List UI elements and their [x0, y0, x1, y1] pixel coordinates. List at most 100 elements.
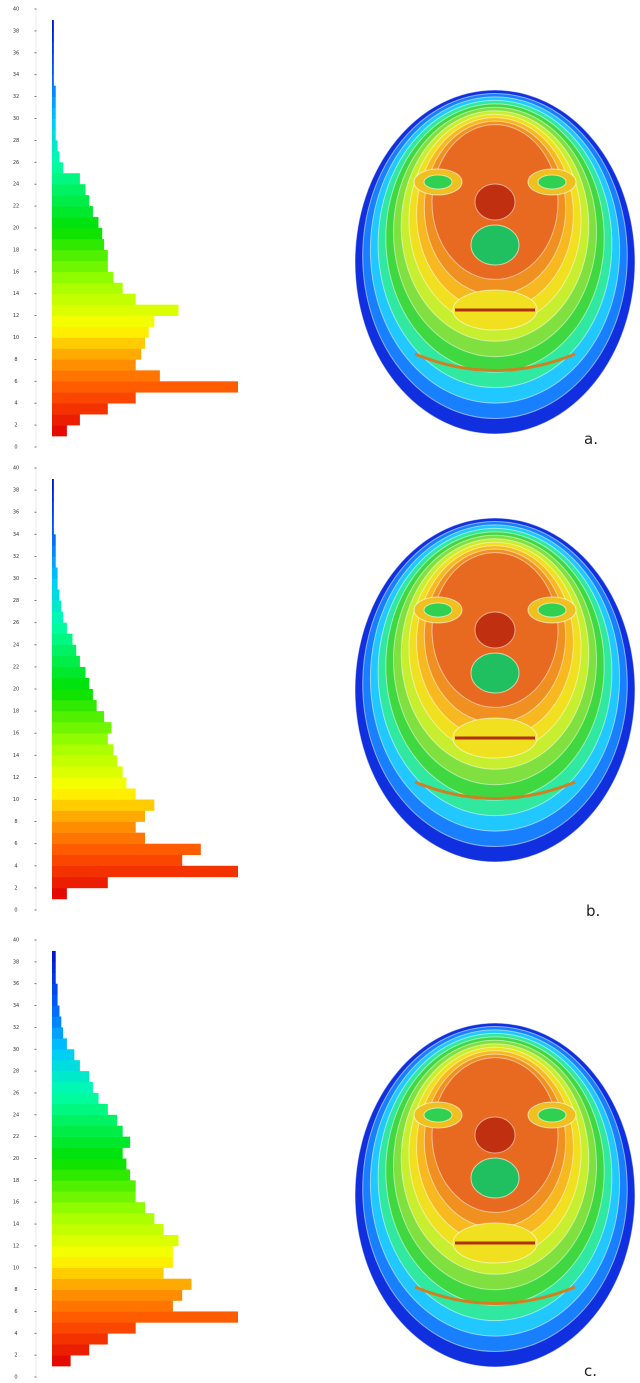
- histogram-bar: [52, 1082, 93, 1093]
- histogram-bar: [52, 1279, 192, 1290]
- histogram-bar: [52, 700, 97, 711]
- histogram-bar: [52, 1049, 74, 1060]
- histogram-bar: [52, 656, 80, 667]
- histogram-bar: [52, 403, 108, 414]
- y-tick-label: 8: [14, 819, 17, 825]
- histogram-bar: [52, 1301, 173, 1312]
- y-tick-label: 14: [13, 1222, 19, 1228]
- y-tick-label: 18: [13, 247, 19, 253]
- histogram-bar: [52, 217, 99, 228]
- histogram-bar: [52, 64, 54, 75]
- histogram-bar: [52, 822, 136, 833]
- y-tick-label: 6: [14, 1309, 17, 1315]
- histogram-bar: [52, 1115, 117, 1126]
- histogram-bar: [52, 1268, 164, 1279]
- y-tick-label: 2: [14, 1353, 17, 1359]
- histogram-bar: [52, 1257, 173, 1268]
- histogram-bar: [52, 261, 108, 272]
- histogram-bar: [52, 1344, 89, 1355]
- histogram-bar: [52, 1246, 173, 1257]
- histogram-bar: [52, 370, 160, 381]
- y-tick-label: 10: [13, 335, 19, 341]
- histogram-bar: [52, 1027, 63, 1038]
- y-tick-label: 4: [14, 863, 17, 869]
- histogram-bar: [52, 327, 149, 338]
- histogram-bar: [52, 1126, 123, 1137]
- y-tick-label: 32: [13, 94, 19, 100]
- y-tick-label: 24: [13, 182, 19, 188]
- eye: [538, 1108, 566, 1122]
- eye: [424, 175, 452, 189]
- y-tick-label: 20: [13, 687, 19, 693]
- y-tick-label: 34: [13, 1003, 19, 1009]
- histogram-bar: [52, 962, 56, 973]
- histogram-bar: [52, 556, 56, 567]
- y-tick-label: 26: [13, 620, 19, 626]
- histogram-bar: [52, 86, 56, 97]
- histogram-bar: [52, 108, 56, 119]
- histogram-bar: [52, 1093, 99, 1104]
- y-tick-label: 2: [14, 885, 17, 891]
- y-tick-label: 14: [13, 753, 19, 759]
- y-tick-label: 22: [13, 1134, 19, 1140]
- histogram-bar: [52, 184, 85, 195]
- y-tick-label: 16: [13, 731, 19, 737]
- y-tick-label: 6: [14, 841, 17, 847]
- histogram-bar: [52, 612, 63, 623]
- histogram-bar: [52, 512, 54, 523]
- histogram-bar: [52, 623, 67, 634]
- y-tick-label: 28: [13, 598, 19, 604]
- histogram-bar: [52, 579, 58, 590]
- histogram-bar: [52, 151, 59, 162]
- y-tick-label: 2: [14, 423, 17, 429]
- face-render: [355, 90, 635, 434]
- histogram-bar: [52, 316, 154, 327]
- y-tick-label: 16: [13, 1200, 19, 1206]
- histogram-bar: [52, 1148, 123, 1159]
- face-render: [355, 1023, 635, 1367]
- panel-caption: b.: [586, 902, 600, 920]
- y-tick-label: 32: [13, 1025, 19, 1031]
- y-tick-label: 36: [13, 50, 19, 56]
- histogram-bar: [52, 129, 56, 140]
- y-tick-label: 20: [13, 1156, 19, 1162]
- y-tick-label: 16: [13, 269, 19, 275]
- y-tick-label: 36: [13, 510, 19, 516]
- histogram-bar: [52, 888, 67, 899]
- figure: 0246810121416182022242628303234363840a.0…: [0, 0, 640, 1383]
- histogram-bar: [52, 228, 102, 239]
- histogram-bar: [52, 1180, 136, 1191]
- histogram-bar: [52, 1235, 178, 1246]
- nose-bridge: [475, 1117, 515, 1153]
- y-tick-label: 28: [13, 1069, 19, 1075]
- histogram-bar: [52, 392, 136, 403]
- eye: [424, 603, 452, 617]
- histogram-bar: [52, 479, 54, 490]
- histogram-bar: [52, 1137, 130, 1148]
- y-tick-label: 36: [13, 981, 19, 987]
- y-tick-label: 26: [13, 1090, 19, 1096]
- histogram-bar: [52, 984, 58, 995]
- histogram-bar: [52, 733, 108, 744]
- y-tick-label: 18: [13, 709, 19, 715]
- y-tick-label: 4: [14, 1331, 17, 1337]
- y-tick-label: 14: [13, 291, 19, 297]
- histogram-bar: [52, 162, 63, 173]
- y-tick-label: 8: [14, 357, 17, 363]
- histogram-bar: [52, 678, 89, 689]
- histogram-bar: [52, 545, 56, 556]
- histogram-bar: [52, 995, 58, 1006]
- histogram-bar: [52, 811, 145, 822]
- nose-bridge: [475, 612, 515, 648]
- y-tick-label: 18: [13, 1178, 19, 1184]
- histogram-bar: [52, 766, 123, 777]
- y-tick-label: 0: [14, 1375, 17, 1381]
- y-tick-label: 6: [14, 379, 17, 385]
- histogram-bar: [52, 1060, 80, 1071]
- y-tick-label: 30: [13, 576, 19, 582]
- histogram-bar: [52, 634, 72, 645]
- histogram-bar: [52, 239, 104, 250]
- histogram-bar: [52, 348, 141, 359]
- histogram-bar: [52, 1290, 182, 1301]
- histogram-bar: [52, 1202, 145, 1213]
